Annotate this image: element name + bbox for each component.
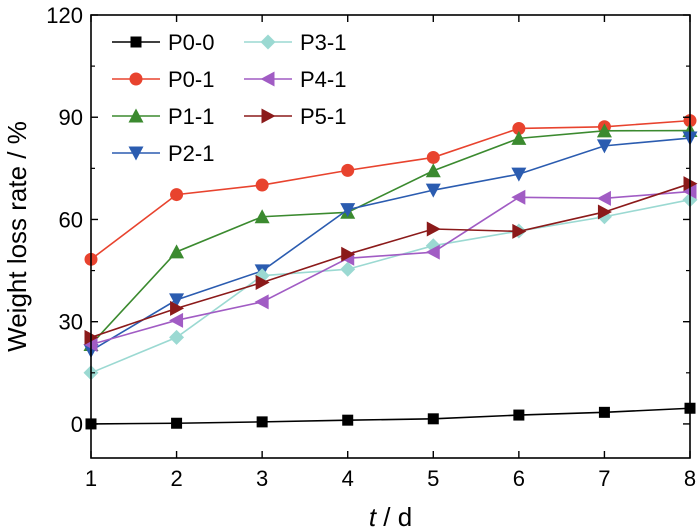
data-point <box>341 163 355 177</box>
legend-item-P1-1: P1-1 <box>112 104 214 129</box>
y-axis-label: Weight loss rate / % <box>2 121 32 352</box>
data-point <box>513 409 525 421</box>
series-line <box>90 119 691 260</box>
series-line <box>90 182 691 339</box>
legend-label: P2-1 <box>168 141 214 166</box>
x-tick-label: 2 <box>170 466 182 491</box>
series-line <box>90 198 691 374</box>
x-tick-label: 4 <box>342 466 354 491</box>
data-point <box>170 188 184 202</box>
legend-item-P0-0: P0-0 <box>112 30 214 55</box>
data-point <box>426 221 441 237</box>
data-point <box>340 203 356 218</box>
data-point <box>511 189 526 205</box>
legend-item-P4-1: P4-1 <box>244 67 346 92</box>
legend-marker <box>130 36 142 48</box>
data-point <box>169 293 185 308</box>
legend-marker <box>128 108 144 123</box>
data-point <box>426 150 440 164</box>
x-axis-label-italic: t <box>369 502 378 532</box>
data-point <box>596 123 612 138</box>
series-P3-1 <box>83 192 698 381</box>
data-point <box>597 204 612 220</box>
legend-item-P5-1: P5-1 <box>244 104 346 129</box>
legend-marker <box>260 71 275 87</box>
data-point <box>171 417 183 429</box>
data-point <box>254 209 270 224</box>
data-point <box>596 139 612 154</box>
x-tick-label: 8 <box>684 466 696 491</box>
data-point <box>256 416 268 428</box>
y-tick-label: 90 <box>59 105 83 130</box>
legend-label: P0-0 <box>168 30 214 55</box>
series-line <box>90 137 691 352</box>
series-P4-1 <box>83 184 697 353</box>
legend-label: P0-1 <box>168 67 214 92</box>
data-point <box>425 163 441 178</box>
data-point <box>255 178 269 192</box>
data-point <box>254 294 269 310</box>
data-point <box>512 121 526 135</box>
series-layer <box>83 114 698 430</box>
x-tick-label: 3 <box>256 466 268 491</box>
series-line <box>90 129 691 346</box>
y-tick-label: 0 <box>71 412 83 437</box>
y-tick-label: 120 <box>46 3 83 28</box>
x-axis-label-unit: / d <box>376 502 412 532</box>
legend-label: P5-1 <box>300 104 346 129</box>
x-tick-label: 5 <box>427 466 439 491</box>
data-point <box>169 244 185 259</box>
data-point <box>425 244 440 260</box>
data-point <box>342 414 354 426</box>
y-tick-label: 60 <box>59 207 83 232</box>
y-tick-label: 30 <box>59 310 83 335</box>
series-P0-1 <box>84 114 697 266</box>
series-line <box>90 190 691 346</box>
data-point <box>512 223 527 239</box>
data-point <box>255 275 270 291</box>
data-point <box>511 167 527 182</box>
legend-marker <box>261 108 276 124</box>
axes: 1 2 3 4 5 6 7 8 0 30 60 90 120 <box>46 3 696 491</box>
x-tick-label: 7 <box>598 466 610 491</box>
data-point <box>169 329 185 345</box>
legend-marker <box>260 34 276 50</box>
legend-label: P3-1 <box>300 30 346 55</box>
data-point <box>170 300 185 316</box>
legend: P0-0 P0-1 P1-1 P2-1 P3-1 P4-1 P5-1 <box>112 30 346 166</box>
legend-label: P1-1 <box>168 104 214 129</box>
data-point <box>340 261 356 277</box>
legend-item-P2-1: P2-1 <box>112 141 214 166</box>
plot-frame <box>90 14 691 459</box>
series-P0-0 <box>85 402 696 430</box>
x-axis-label: t / d <box>369 502 412 532</box>
legend-item-P3-1: P3-1 <box>244 30 346 55</box>
data-point <box>425 183 441 198</box>
legend-item-P0-1: P0-1 <box>112 67 214 92</box>
data-point <box>169 312 184 328</box>
data-point <box>511 130 527 145</box>
legend-marker <box>128 146 144 161</box>
x-tick-label: 6 <box>513 466 525 491</box>
series-line <box>90 407 691 425</box>
data-point <box>427 413 439 425</box>
legend-label: P4-1 <box>300 67 346 92</box>
data-point <box>596 190 611 206</box>
data-point <box>598 406 610 418</box>
legend-marker <box>129 72 143 86</box>
x-tick-label: 1 <box>85 466 97 491</box>
data-point <box>341 246 356 262</box>
